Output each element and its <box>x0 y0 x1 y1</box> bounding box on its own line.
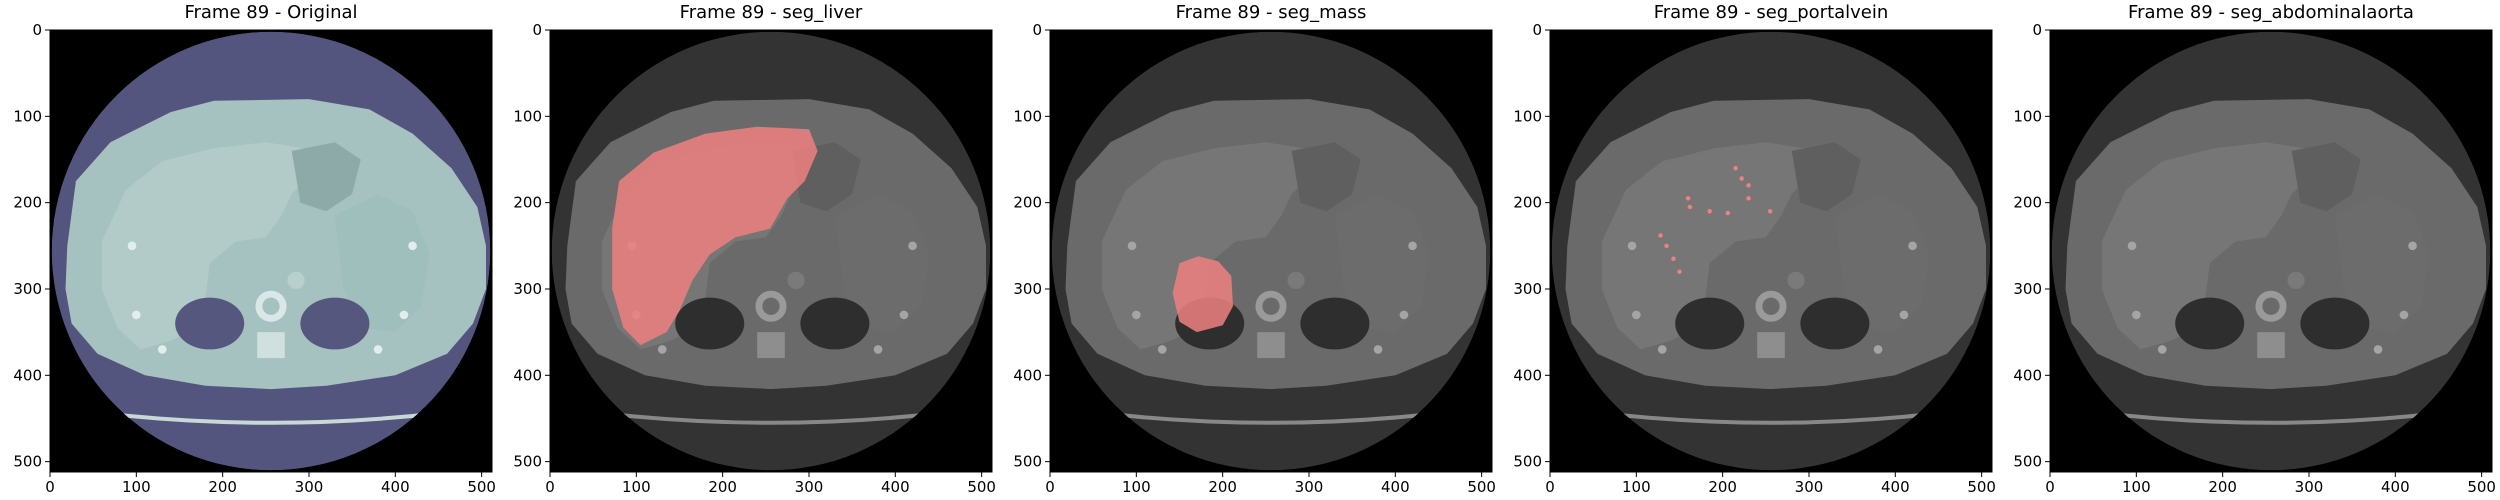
y-tick-label: 400 <box>1513 366 1542 384</box>
x-tick-label: 500 <box>467 478 496 496</box>
x-tick-label: 300 <box>1795 478 1824 496</box>
panel-seg-abdominalaorta: Frame 89 - seg_abdominalaorta 0 100 200 300… <box>2000 0 2500 500</box>
x-tick-label: 0 <box>1045 478 1055 496</box>
x-tick-label: 400 <box>381 478 410 496</box>
x-tick-label: 400 <box>2381 478 2410 496</box>
x-tick-label: 0 <box>45 478 55 496</box>
y-tick-label: 300 <box>1013 280 1042 298</box>
y-tick-label: 500 <box>13 453 42 471</box>
y-tick-label: 400 <box>2013 366 2042 384</box>
y-tick-label: 300 <box>13 280 42 298</box>
y-tick-label: 100 <box>513 107 542 125</box>
portalvein-mask-dot <box>1733 165 1738 171</box>
y-tick-label: 400 <box>1013 366 1042 384</box>
portalvein-mask-dot <box>1677 269 1682 274</box>
y-tick-label: 100 <box>1013 107 1042 125</box>
x-tick-label: 100 <box>1122 478 1151 496</box>
x-tick-label: 300 <box>795 478 824 496</box>
panel-original: Frame 89 - Original 0 100 200 300 400 500 0 100… <box>0 0 500 500</box>
y-tick-label: 500 <box>1513 453 1542 471</box>
x-tick-label: 200 <box>1208 478 1237 496</box>
panel-title: Frame 89 - seg_mass <box>1175 2 1367 23</box>
y-tick-label: 0 <box>1032 21 1042 39</box>
y-tick-label: 100 <box>13 107 42 125</box>
x-tick-label: 200 <box>208 478 237 496</box>
portalvein-mask-dot <box>1739 176 1744 181</box>
y-tick-label: 500 <box>2013 453 2042 471</box>
portalvein-mask-dot <box>1685 196 1691 201</box>
panel-seg-portalvein: Frame 89 - seg_portalvein 0 100 200 300 400 5… <box>1500 0 2000 500</box>
portalvein-mask-dot <box>1671 256 1676 262</box>
portalvein-mask-dot <box>1687 204 1693 210</box>
x-tick-label: 100 <box>622 478 651 496</box>
x-tick-label: 100 <box>122 478 151 496</box>
x-tick-label: 500 <box>967 478 996 496</box>
y-tick-label: 200 <box>13 194 42 212</box>
y-tick-label: 200 <box>2013 194 2042 212</box>
x-tick-label: 400 <box>881 478 910 496</box>
portalvein-mask-dot <box>1746 196 1751 201</box>
y-tick-label: 0 <box>32 21 42 39</box>
panel-title: Frame 89 - seg_abdominalaorta <box>2128 2 2414 23</box>
x-tick-label: 300 <box>1295 478 1324 496</box>
y-tick-label: 300 <box>513 280 542 298</box>
y-tick-label: 100 <box>1513 107 1542 125</box>
y-tick-label: 0 <box>1532 21 1542 39</box>
panel-seg-mass: Frame 89 - seg_mass 0 100 200 300 400 500 0 100… <box>1000 0 1500 500</box>
x-tick-label: 0 <box>2045 478 2055 496</box>
portalvein-mask-dot <box>1658 233 1663 238</box>
portalvein-mask-dot <box>1707 209 1712 214</box>
x-tick-label: 0 <box>1545 478 1555 496</box>
x-tick-label: 400 <box>1881 478 1910 496</box>
portalvein-mask-dot <box>1746 183 1751 188</box>
y-tick-label: 100 <box>2013 107 2042 125</box>
y-tick-label: 0 <box>532 21 542 39</box>
mass-mask <box>1172 256 1233 333</box>
x-tick-label: 100 <box>2122 478 2151 496</box>
y-tick-label: 400 <box>13 366 42 384</box>
x-tick-label: 200 <box>708 478 737 496</box>
panel-seg-liver: Frame 89 - seg_liver 0 100 200 300 400 500 0 10… <box>500 0 1000 500</box>
x-tick-label: 200 <box>2208 478 2237 496</box>
y-tick-label: 300 <box>1513 280 1542 298</box>
y-tick-label: 500 <box>1013 453 1042 471</box>
y-tick-label: 400 <box>513 366 542 384</box>
x-tick-label: 0 <box>545 478 555 496</box>
portalvein-mask-dot <box>1664 243 1669 249</box>
y-tick-label: 500 <box>513 453 542 471</box>
panel-title: Frame 89 - seg_liver <box>679 2 863 23</box>
y-tick-label: 300 <box>2013 280 2042 298</box>
x-tick-label: 300 <box>2295 478 2324 496</box>
x-tick-label: 500 <box>1467 478 1496 496</box>
x-tick-label: 100 <box>1622 478 1651 496</box>
portalvein-mask-dot <box>1725 210 1731 216</box>
y-tick-label: 200 <box>1013 194 1042 212</box>
x-tick-label: 300 <box>295 478 324 496</box>
panel-title: Frame 89 - Original <box>184 2 358 23</box>
y-tick-label: 200 <box>1513 194 1542 212</box>
y-tick-label: 0 <box>2032 21 2042 39</box>
liver-mask <box>612 126 818 346</box>
panel-title: Frame 89 - seg_portalvein <box>1653 2 1889 23</box>
x-tick-label: 500 <box>1967 478 1996 496</box>
portalvein-mask-dot <box>1767 209 1773 214</box>
x-tick-label: 500 <box>2467 478 2496 496</box>
y-tick-label: 200 <box>513 194 542 212</box>
x-tick-label: 200 <box>1708 478 1737 496</box>
x-tick-label: 400 <box>1381 478 1410 496</box>
